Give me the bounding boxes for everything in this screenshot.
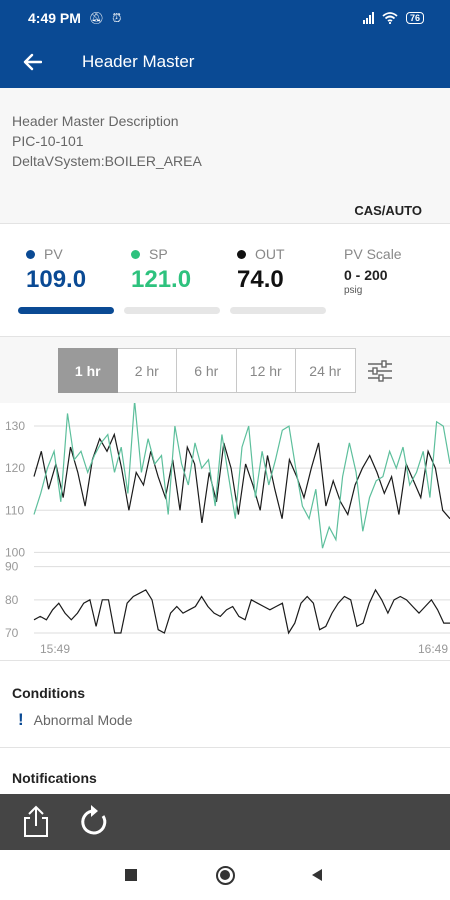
sp-number: 121.0 bbox=[131, 266, 192, 293]
range-6hr-button[interactable]: 6 hr bbox=[177, 348, 237, 393]
notifications-section: Notifications bbox=[0, 748, 450, 794]
back-nav-button[interactable] bbox=[305, 863, 329, 887]
wifi-icon bbox=[382, 12, 398, 24]
back-button[interactable] bbox=[0, 36, 64, 88]
out-indicator-bar bbox=[230, 307, 326, 314]
conditions-title: Conditions bbox=[12, 685, 86, 701]
y-tick-label: 90 bbox=[5, 560, 19, 574]
out-value[interactable]: OUT 74.0 bbox=[237, 246, 333, 294]
series-line bbox=[33, 400, 450, 549]
bottom-toolbar bbox=[0, 794, 450, 850]
page-title: Header Master bbox=[82, 52, 195, 71]
alarm-icon: ⏰︎ bbox=[112, 10, 122, 25]
condition-text: Abnormal Mode bbox=[33, 712, 133, 728]
square-icon bbox=[125, 869, 137, 881]
filter-sliders-icon[interactable] bbox=[366, 359, 394, 383]
tag-name: PIC-10-101 bbox=[12, 133, 84, 149]
values-panel: PV 109.0 SP 121.0 OUT 74.0 PV Scale 0 - … bbox=[0, 224, 450, 337]
status-time: 4:49 PM bbox=[28, 10, 81, 26]
pv-value[interactable]: PV 109.0 bbox=[26, 246, 122, 294]
share-icon[interactable] bbox=[16, 802, 56, 842]
arrow-left-icon bbox=[23, 53, 42, 71]
series-line bbox=[33, 588, 450, 635]
pv-scale-label: PV Scale bbox=[344, 246, 402, 262]
app-bar: Header Master bbox=[0, 36, 450, 88]
mode-label: CAS/AUTO bbox=[354, 203, 422, 218]
y-tick-label: 100 bbox=[5, 545, 25, 559]
description-panel: Header Master Description PIC-10-101 Del… bbox=[0, 88, 450, 224]
home-button[interactable] bbox=[213, 863, 237, 887]
recents-button[interactable] bbox=[119, 863, 143, 887]
sp-indicator-bar bbox=[124, 307, 220, 314]
range-24hr-button[interactable]: 24 hr bbox=[296, 348, 356, 393]
y-tick-label: 130 bbox=[5, 419, 25, 433]
sp-label: SP bbox=[149, 246, 168, 262]
y-tick-label: 70 bbox=[5, 626, 19, 640]
x-tick-label: 15:49 bbox=[40, 642, 70, 656]
mute-icon: 🔕︎ bbox=[88, 11, 105, 25]
pv-scale: PV Scale 0 - 200 psig bbox=[344, 246, 402, 296]
pv-label: PV bbox=[44, 246, 63, 262]
sp-value[interactable]: SP 121.0 bbox=[131, 246, 227, 294]
circle-icon bbox=[215, 865, 235, 885]
system-nav-bar bbox=[0, 850, 450, 900]
system-path: DeltaVSystem:BOILER_AREA bbox=[12, 153, 202, 169]
pv-scale-range: 0 - 200 bbox=[344, 267, 388, 283]
triangle-back-icon bbox=[312, 869, 322, 881]
out-number: 74.0 bbox=[237, 266, 284, 293]
refresh-icon[interactable] bbox=[74, 802, 114, 842]
description-text: Header Master Description bbox=[12, 113, 179, 129]
y-tick-label: 120 bbox=[5, 461, 25, 475]
battery-icon: 76 bbox=[405, 12, 424, 24]
time-range-selector: 1 hr 2 hr 6 hr 12 hr 24 hr bbox=[58, 348, 356, 393]
y-tick-label: 110 bbox=[5, 503, 24, 517]
pv-number: 109.0 bbox=[26, 266, 87, 293]
x-tick-label: 16:49 bbox=[418, 642, 448, 656]
y-tick-label: 80 bbox=[5, 593, 19, 607]
series-line bbox=[33, 432, 450, 523]
pv-dot-icon bbox=[26, 249, 35, 259]
out-dot-icon bbox=[237, 249, 246, 259]
pv-indicator-bar bbox=[18, 307, 114, 314]
conditions-section: Conditions ! Abnormal Mode bbox=[0, 660, 450, 748]
range-2hr-button[interactable]: 2 hr bbox=[117, 348, 177, 393]
out-label: OUT bbox=[255, 246, 285, 262]
condition-item[interactable]: ! Abnormal Mode bbox=[12, 710, 438, 730]
trend-chart[interactable]: 130 120 110 100 90 80 70 15:49 16:49 bbox=[0, 400, 450, 660]
notifications-title: Notifications bbox=[12, 770, 97, 786]
time-range-bar: 1 hr 2 hr 6 hr 12 hr 24 hr bbox=[0, 337, 450, 403]
pv-scale-unit: psig bbox=[344, 285, 363, 296]
sp-dot-icon bbox=[131, 249, 140, 259]
signal-icon bbox=[362, 12, 374, 24]
range-12hr-button[interactable]: 12 hr bbox=[236, 348, 296, 393]
exclamation-icon: ! bbox=[18, 710, 24, 729]
range-1hr-button[interactable]: 1 hr bbox=[58, 348, 118, 393]
status-bar: 4:49 PM 🔕︎ ⏰︎ 76 bbox=[0, 0, 450, 36]
